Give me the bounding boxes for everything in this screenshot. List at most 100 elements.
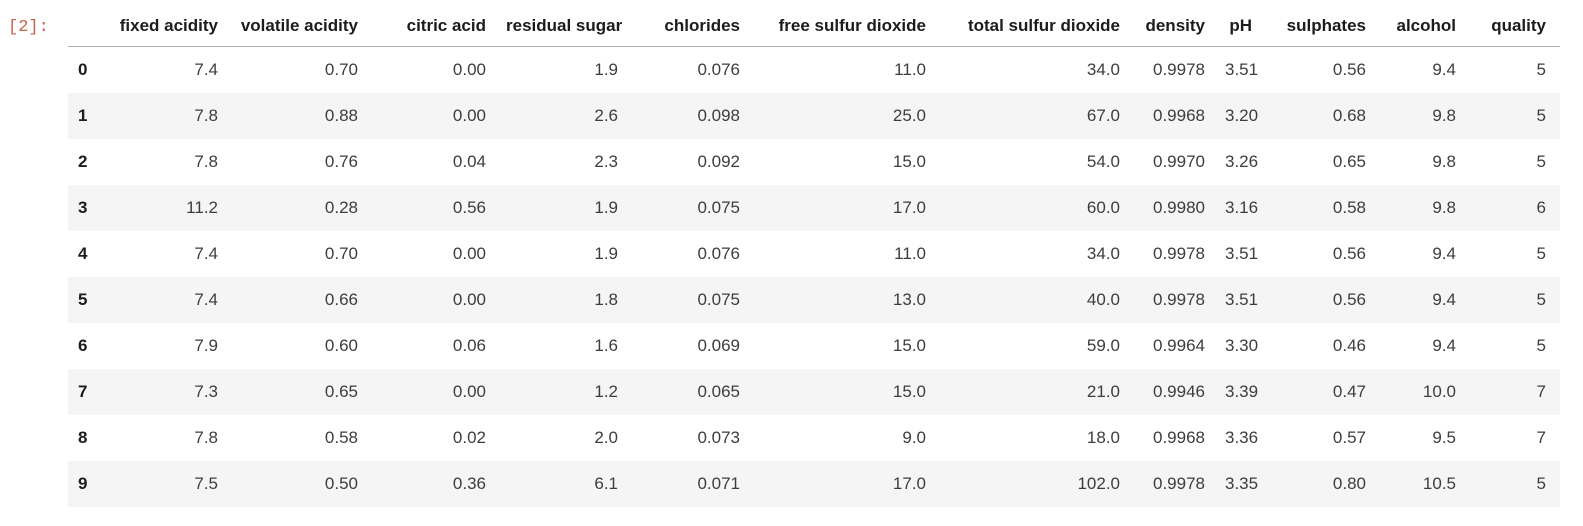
cell: 1.9 [594, 198, 618, 217]
cell: 17.0 [892, 474, 926, 493]
cell: 0.46 [1332, 336, 1366, 355]
cell: 13.0 [892, 290, 926, 309]
row-index: 7 [78, 382, 88, 401]
cell: 0.68 [1332, 106, 1366, 125]
cell: 0.098 [697, 106, 740, 125]
cell: 5 [1536, 474, 1546, 493]
cell: 3.36 [1225, 428, 1259, 447]
row-index: 0 [78, 60, 88, 79]
cell: 7.4 [194, 244, 218, 263]
cell: 10.5 [1422, 474, 1456, 493]
cell: 7.4 [194, 290, 218, 309]
dataframe-output: fixed acidity volatile acidity citric acid… [68, 0, 1560, 507]
cell: 5 [1536, 60, 1546, 79]
cell: 1.2 [594, 382, 618, 401]
cell: 54.0 [1086, 152, 1120, 171]
column-header-density: density [1134, 0, 1219, 47]
cell: 5 [1536, 106, 1546, 125]
index-column-header [68, 0, 102, 47]
column-header-quality: quality [1470, 0, 1560, 47]
cell: 7.5 [194, 474, 218, 493]
cell: 0.06 [452, 336, 486, 355]
cell: 5 [1536, 336, 1546, 355]
cell: 15.0 [892, 152, 926, 171]
cell: 1.8 [594, 290, 618, 309]
table-row: 4 7.4 0.70 0.00 1.9 0.076 11.0 34.0 0.9978 3.51 0.… [68, 231, 1560, 277]
cell: 0.57 [1332, 428, 1366, 447]
row-index: 5 [78, 290, 88, 309]
cell: 59.0 [1086, 336, 1120, 355]
table-row: 8 7.8 0.58 0.02 2.0 0.073 9.0 18.0 0.9968 3.36 0.5… [68, 415, 1560, 461]
cell: 0.00 [452, 106, 486, 125]
cell: 17.0 [892, 198, 926, 217]
cell: 0.9978 [1153, 244, 1205, 263]
cell: 0.092 [697, 152, 740, 171]
row-index: 6 [78, 336, 88, 355]
column-header-residual-sugar: residual sugar [500, 0, 632, 47]
cell: 15.0 [892, 336, 926, 355]
row-index: 1 [78, 106, 88, 125]
dataframe-header: fixed acidity volatile acidity citric acid… [68, 0, 1560, 47]
cell: 0.9978 [1153, 290, 1205, 309]
cell: 0.071 [697, 474, 740, 493]
dataframe-body: 0 7.4 0.70 0.00 1.9 0.076 11.0 34.0 0.9978 3.51 0.… [68, 47, 1560, 507]
cell: 11.2 [186, 198, 218, 217]
cell: 7.8 [194, 106, 218, 125]
cell: 0.9968 [1153, 106, 1205, 125]
cell: 0.76 [324, 152, 358, 171]
cell: 25.0 [892, 106, 926, 125]
cell: 0.075 [697, 290, 740, 309]
cell: 0.076 [697, 244, 740, 263]
cell: 0.66 [324, 290, 358, 309]
cell: 0.00 [452, 60, 486, 79]
cell: 3.51 [1225, 290, 1259, 309]
cell: 2.6 [594, 106, 618, 125]
column-header-total-sulfur-dioxide: total sulfur dioxide [940, 0, 1134, 47]
cell: 9.4 [1432, 60, 1456, 79]
cell: 3.39 [1225, 382, 1259, 401]
table-row: 9 7.5 0.50 0.36 6.1 0.071 17.0 102.0 0.9978 3.35 0… [68, 461, 1560, 507]
cell: 0.50 [324, 474, 358, 493]
column-header-alcohol: alcohol [1380, 0, 1470, 47]
row-index: 8 [78, 428, 88, 447]
cell: 0.65 [1332, 152, 1366, 171]
column-header-ph: pH [1219, 0, 1266, 47]
table-row: 2 7.8 0.76 0.04 2.3 0.092 15.0 54.0 0.9970 3.26 0.… [68, 139, 1560, 185]
table-row: 0 7.4 0.70 0.00 1.9 0.076 11.0 34.0 0.9978 3.51 0.… [68, 47, 1560, 94]
cell: 0.00 [452, 244, 486, 263]
cell: 0.9978 [1153, 474, 1205, 493]
dataframe-table: fixed acidity volatile acidity citric acid… [68, 0, 1560, 507]
cell: 9.4 [1432, 336, 1456, 355]
cell: 1.9 [594, 244, 618, 263]
cell: 7.3 [194, 382, 218, 401]
column-header-chlorides: chlorides [632, 0, 754, 47]
cell: 5 [1536, 244, 1546, 263]
cell: 2.3 [594, 152, 618, 171]
row-index: 9 [78, 474, 88, 493]
column-header-volatile-acidity: volatile acidity [232, 0, 372, 47]
cell: 0.80 [1332, 474, 1366, 493]
row-index: 4 [78, 244, 88, 263]
table-row: 3 11.2 0.28 0.56 1.9 0.075 17.0 60.0 0.9980 3.16 0… [68, 185, 1560, 231]
cell: 9.0 [902, 428, 926, 447]
cell: 0.56 [1332, 290, 1366, 309]
cell: 21.0 [1086, 382, 1120, 401]
cell: 0.58 [324, 428, 358, 447]
row-index: 3 [78, 198, 88, 217]
cell: 5 [1536, 152, 1546, 171]
column-header-free-sulfur-dioxide: free sulfur dioxide [754, 0, 940, 47]
cell: 9.5 [1432, 428, 1456, 447]
cell: 40.0 [1086, 290, 1120, 309]
cell: 0.9970 [1153, 152, 1205, 171]
cell: 0.9978 [1153, 60, 1205, 79]
cell: 7.4 [194, 60, 218, 79]
cell: 0.00 [452, 290, 486, 309]
cell: 0.47 [1332, 382, 1366, 401]
cell: 0.069 [697, 336, 740, 355]
column-header-fixed-acidity: fixed acidity [102, 0, 232, 47]
cell: 0.36 [452, 474, 486, 493]
cell: 3.26 [1225, 152, 1259, 171]
cell: 7 [1536, 428, 1546, 447]
cell: 0.00 [452, 382, 486, 401]
cell: 0.56 [1332, 244, 1366, 263]
